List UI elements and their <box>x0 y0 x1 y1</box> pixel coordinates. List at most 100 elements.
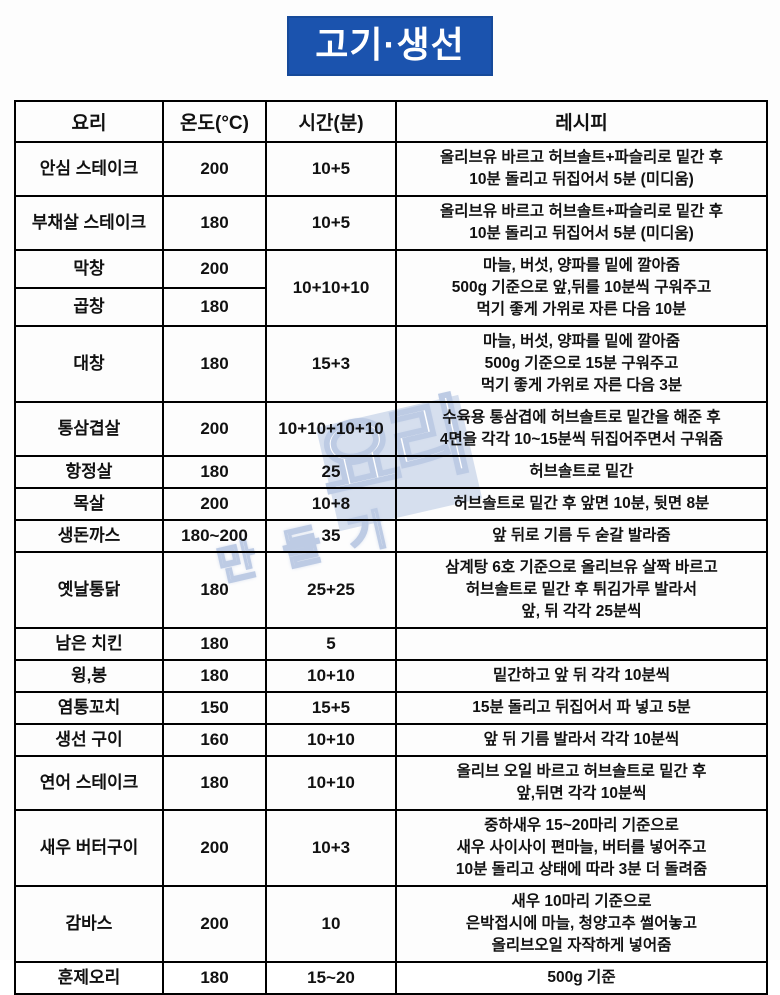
table-row: 생돈까스 180~200 35 앞 뒤로 기름 두 숟갈 발라줌 <box>14 519 768 553</box>
cell-dish: 곱창 <box>14 287 164 327</box>
cell-dish: 훈제오리 <box>14 961 164 995</box>
cell-time: 25 <box>265 455 397 489</box>
table-row: 윙,봉 180 10+10 밑간하고 앞 뒤 각각 10분씩 <box>14 659 768 693</box>
cell-recipe: 올리브 오일 바르고 허브솔트로 밑간 후 앞,뒤면 각각 10분씩 <box>395 755 768 811</box>
recipe-line: 올리브유 바르고 허브솔트+파슬리로 밑간 후 <box>440 149 723 166</box>
cell-recipe: 올리브유 바르고 허브솔트+파슬리로 밑간 후 10분 돌리고 뒤집어서 5분 (… <box>395 195 768 251</box>
recipe-line: 허브솔트로 밑간 후 앞면 10분, 뒷면 8분 <box>453 495 710 512</box>
recipe-line: 새우 10마리 기준으로 <box>511 893 652 910</box>
cell-dish: 대창 <box>14 325 164 403</box>
recipe-line: 올리브오일 자작하게 넣어줌 <box>491 937 672 954</box>
cell-recipe: 새우 10마리 기준으로 은박접시에 마늘, 청양고추 썰어놓고 올리브오일 자작하… <box>395 885 768 963</box>
cell-dish: 안심 스테이크 <box>14 141 164 197</box>
cell-time: 10+10 <box>265 723 397 757</box>
cell-dish: 새우 버터구이 <box>14 809 164 887</box>
cell-time: 15+3 <box>265 325 397 403</box>
cell-dish: 통삼겹살 <box>14 401 164 457</box>
page-title: 고기·생선 <box>287 16 493 77</box>
cell-dish: 막창 <box>14 249 164 289</box>
recipe-line: 먹기 좋게 가위로 자른 다음 10분 <box>476 301 687 318</box>
recipe-line: 앞, 뒤 각각 25분씩 <box>521 603 642 620</box>
cell-temperature: 200 <box>162 885 267 963</box>
cell-temperature: 180 <box>162 627 267 661</box>
recipe-line: 앞 뒤 기름 발라서 각각 10분씩 <box>483 731 680 748</box>
cell-dish: 항정살 <box>14 455 164 489</box>
table-row: 연어 스테이크 180 10+10 올리브 오일 바르고 허브솔트로 밑간 후 앞,뒤면… <box>14 755 768 811</box>
table-row: 새우 버터구이 200 10+3 중하새우 15~20마리 기준으로 새우 사이사이 편… <box>14 809 768 887</box>
recipe-line: 중하새우 15~20마리 기준으로 <box>484 817 679 834</box>
cell-time: 5 <box>265 627 397 661</box>
cell-temperature: 180 <box>162 551 267 629</box>
header-time: 시간(분) <box>265 100 397 143</box>
table-row: 생선 구이 160 10+10 앞 뒤 기름 발라서 각각 10분씩 <box>14 723 768 757</box>
cell-recipe: 15분 돌리고 뒤집어서 파 넣고 5분 <box>395 691 768 725</box>
recipe-line: 밑간하고 앞 뒤 각각 10분씩 <box>492 667 671 684</box>
header-temperature: 온도(°C) <box>162 100 267 143</box>
table-row: 훈제오리 180 15~20 500g 기준 <box>14 961 768 995</box>
cell-time: 10+10+10 <box>265 249 397 327</box>
cell-temperature: 180 <box>162 961 267 995</box>
recipe-line: 10분 돌리고 뒤집어서 5분 (미디움) <box>469 225 694 242</box>
table-row: 대창 180 15+3 마늘, 버섯, 양파를 밑에 깔아줌 500g 기준으로 15분… <box>14 325 768 403</box>
infographic-page: 요리 만들기 고기·생선 요리 온도(°C) 시간(분) 레시피 안심 스테이크… <box>14 16 768 995</box>
table-body: 안심 스테이크 200 10+5 올리브유 바르고 허브솔트+파슬리로 밑간 후 10분… <box>14 141 768 995</box>
recipe-line: 10분 돌리고 상태에 따라 3분 더 돌려줌 <box>455 861 708 878</box>
recipe-line: 수육용 통삼겹에 허브솔트로 밑간을 해준 후 <box>442 409 721 426</box>
cell-time: 10 <box>265 885 397 963</box>
recipe-line: 마늘, 버섯, 양파를 밑에 깔아줌 <box>483 333 680 350</box>
cell-time: 10+3 <box>265 809 397 887</box>
recipe-line: 15분 돌리고 뒤집어서 파 넣고 5분 <box>472 699 691 716</box>
cell-time: 10+10+10+10 <box>265 401 397 457</box>
cell-recipe: 마늘, 버섯, 양파를 밑에 깔아줌 500g 기준으로 15분 구워주고 먹기 좋… <box>395 325 768 403</box>
recipe-line: 올리브유 바르고 허브솔트+파슬리로 밑간 후 <box>440 203 723 220</box>
cell-recipe: 허브솔트로 밑간 후 앞면 10분, 뒷면 8분 <box>395 487 768 521</box>
cell-dish: 목살 <box>14 487 164 521</box>
cell-dish: 연어 스테이크 <box>14 755 164 811</box>
table-row: 목살 200 10+8 허브솔트로 밑간 후 앞면 10분, 뒷면 8분 <box>14 487 768 521</box>
table-row: 옛날통닭 180 25+25 삼계탕 6호 기준으로 올리브유 살짝 바르고 허브솔트로… <box>14 551 768 629</box>
table-header-row: 요리 온도(°C) 시간(분) 레시피 <box>14 100 768 143</box>
cell-recipe: 밑간하고 앞 뒤 각각 10분씩 <box>395 659 768 693</box>
recipe-line: 마늘, 버섯, 양파를 밑에 깔아줌 <box>483 257 680 274</box>
cell-temperature: 200 <box>162 249 267 289</box>
recipe-line: 500g 기준으로 15분 구워주고 <box>484 355 679 372</box>
cell-time: 10+5 <box>265 195 397 251</box>
cell-temperature: 180 <box>162 455 267 489</box>
recipe-line: 올리브 오일 바르고 허브솔트로 밑간 후 <box>456 763 707 780</box>
cell-recipe: 마늘, 버섯, 양파를 밑에 깔아줌 500g 기준으로 앞,뒤를 10분씩 구워… <box>395 249 768 327</box>
table-row: 감바스 200 10 새우 10마리 기준으로 은박접시에 마늘, 청양고추 썰어놓고 올… <box>14 885 768 963</box>
recipe-line: 허브솔트로 밑간 후 튀김가루 발라서 <box>465 581 698 598</box>
cell-dish: 감바스 <box>14 885 164 963</box>
cell-temperature: 180 <box>162 287 267 327</box>
cell-temperature: 180 <box>162 325 267 403</box>
cell-time: 15+5 <box>265 691 397 725</box>
table-row: 안심 스테이크 200 10+5 올리브유 바르고 허브솔트+파슬리로 밑간 후 10분… <box>14 141 768 197</box>
cell-temperature: 150 <box>162 691 267 725</box>
table-row: 항정살 180 25 허브솔트로 밑간 <box>14 455 768 489</box>
cook-table: 요리 온도(°C) 시간(분) 레시피 안심 스테이크 200 10+5 올리브유 바… <box>14 100 768 995</box>
cell-dish: 생돈까스 <box>14 519 164 553</box>
recipe-line: 500g 기준으로 앞,뒤를 10분씩 구워주고 <box>451 279 712 296</box>
cell-recipe <box>395 627 768 661</box>
cell-recipe: 허브솔트로 밑간 <box>395 455 768 489</box>
header-recipe: 레시피 <box>395 100 768 143</box>
table-row: 통삼겹살 200 10+10+10+10 수육용 통삼겹에 허브솔트로 밑간을 해준 … <box>14 401 768 457</box>
cell-time: 15~20 <box>265 961 397 995</box>
cell-temperature: 200 <box>162 401 267 457</box>
cell-time: 10+10 <box>265 659 397 693</box>
recipe-line: 허브솔트로 밑간 <box>529 463 634 480</box>
recipe-line: 500g 기준 <box>547 969 616 986</box>
cell-dish: 부채살 스테이크 <box>14 195 164 251</box>
recipe-line: 삼계탕 6호 기준으로 올리브유 살짝 바르고 <box>445 559 718 576</box>
cell-recipe: 앞 뒤로 기름 두 숟갈 발라줌 <box>395 519 768 553</box>
cell-recipe: 올리브유 바르고 허브솔트+파슬리로 밑간 후 10분 돌리고 뒤집어서 5분 (… <box>395 141 768 197</box>
cell-recipe: 중하새우 15~20마리 기준으로 새우 사이사이 편마늘, 버터를 넣어주고 10… <box>395 809 768 887</box>
cell-time: 10+8 <box>265 487 397 521</box>
header-dish: 요리 <box>14 100 164 143</box>
cell-temperature: 180 <box>162 195 267 251</box>
cell-dish: 생선 구이 <box>14 723 164 757</box>
cell-recipe: 500g 기준 <box>395 961 768 995</box>
cell-time: 10+10 <box>265 755 397 811</box>
cell-temperature: 180 <box>162 659 267 693</box>
